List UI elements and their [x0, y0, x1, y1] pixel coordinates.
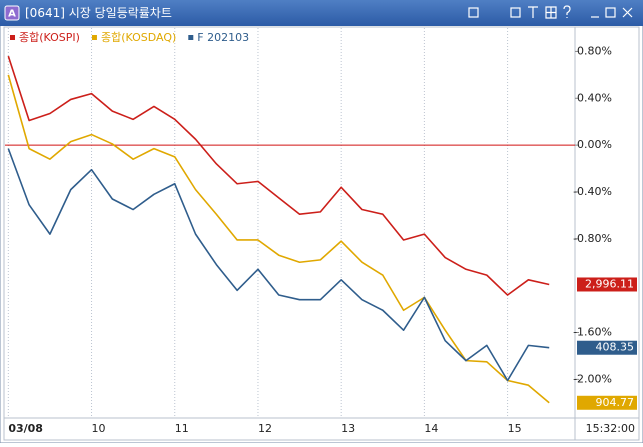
text-button[interactable] — [528, 6, 538, 18]
toolbar — [468, 5, 633, 19]
legend-label: F 202103 — [197, 31, 249, 44]
legend-swatch — [10, 35, 15, 40]
legend-swatch — [91, 35, 97, 40]
time-label: 15:32:00 — [586, 422, 635, 435]
x-tick-label: 13 — [341, 422, 355, 435]
series-line — [7, 148, 550, 382]
chart-panel — [3, 26, 640, 441]
legend-label: 종합(KOSPI) — [19, 31, 80, 44]
x-tick-label: 14 — [424, 422, 438, 435]
series-line — [7, 74, 550, 404]
last-value-label: 2,996.11 — [585, 277, 634, 290]
title-bar — [0, 0, 643, 26]
app-code: A — [8, 9, 16, 20]
y-tick-label: 0.80% — [577, 44, 612, 57]
window-title: [0641] 시장 당일등락률차트 — [25, 6, 172, 20]
legend-label: 종합(KOSDAQ) — [101, 31, 176, 44]
y-tick-label: 0.40% — [577, 91, 612, 104]
last-value-box — [577, 340, 637, 355]
y-tick-label: -0.80% — [573, 232, 612, 245]
grid-button[interactable] — [545, 6, 557, 19]
series-line — [7, 55, 550, 296]
link-button[interactable] — [468, 7, 479, 18]
x-tick-label: 12 — [258, 422, 272, 435]
last-value-box — [577, 395, 637, 410]
y-tick-label: -1.60% — [573, 326, 612, 339]
y-tick-label: -2.00% — [573, 372, 612, 385]
y-tick-label: 0.00% — [577, 138, 612, 151]
y-tick-label: -0.40% — [573, 185, 612, 198]
x-tick-label: 10 — [92, 422, 106, 435]
legend-swatch — [188, 35, 194, 40]
copy-button[interactable] — [510, 7, 521, 18]
last-value-box — [577, 277, 637, 292]
maximize-button[interactable] — [605, 7, 616, 18]
x-tick-label: 11 — [175, 422, 189, 435]
app-icon — [4, 5, 20, 21]
help-button[interactable] — [563, 5, 571, 18]
x-tick-label: 15 — [508, 422, 522, 435]
last-value-label: 408.35 — [596, 341, 635, 354]
last-value-label: 904.77 — [596, 396, 635, 409]
x-tick-label: 03/08 — [8, 422, 43, 435]
close-button[interactable] — [622, 7, 633, 18]
